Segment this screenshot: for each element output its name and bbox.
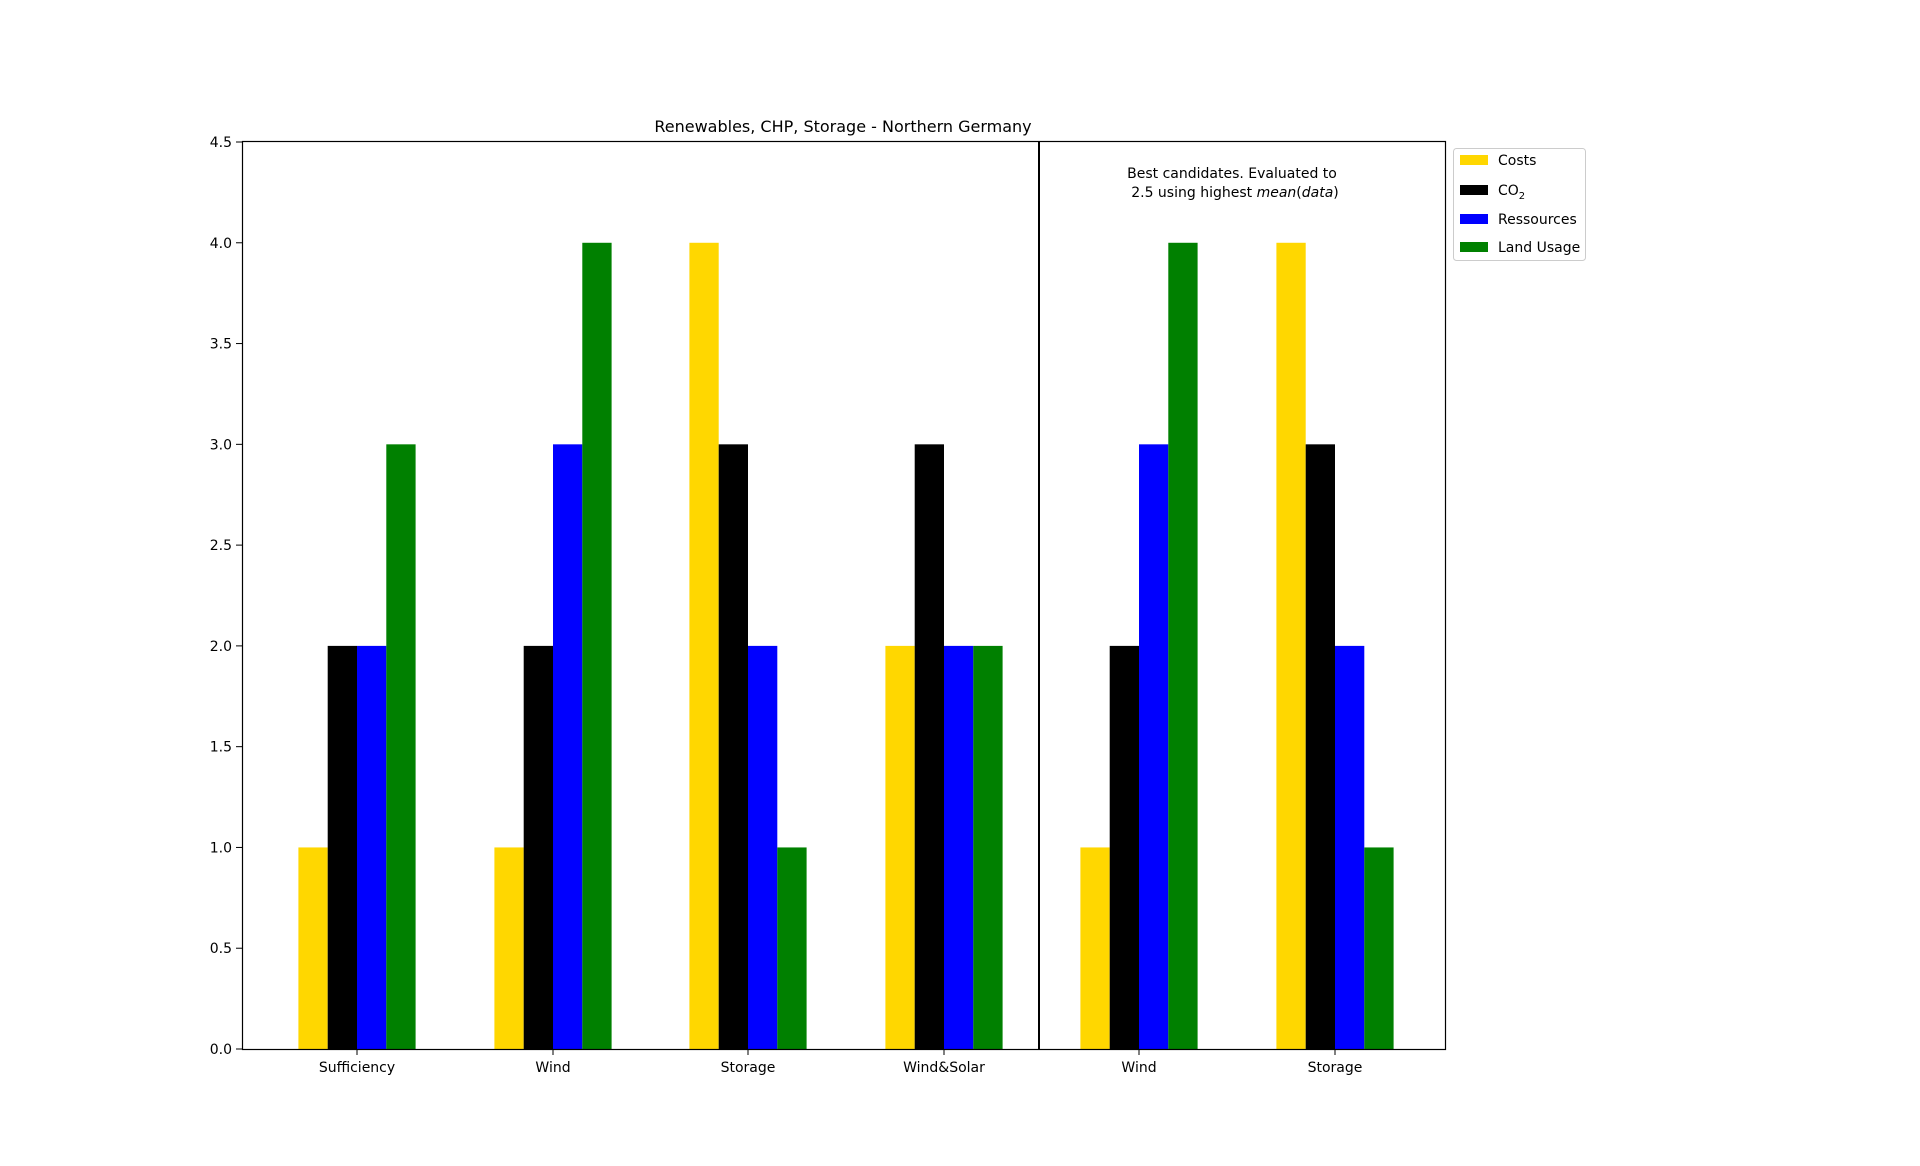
bar-land-usage-2 [777, 847, 807, 1049]
x-tick-label: Storage [721, 1060, 776, 1076]
x-tick-label: Wind [1121, 1060, 1156, 1076]
y-tick-label: 3.0 [210, 437, 232, 453]
legend: Costs CO2 Ressources Land Usage [1453, 148, 1586, 261]
bars-group [298, 242, 1394, 1050]
plot-frame [241, 140, 1447, 1051]
legend-label-land-usage: Land Usage [1498, 240, 1580, 256]
y-tick-label: 2.0 [210, 639, 232, 655]
legend-label-co2: CO2 [1498, 183, 1525, 202]
bar-ressources-0 [357, 645, 387, 1049]
x-tick-label: Wind&Solar [903, 1060, 985, 1076]
bar-costs-1 [494, 847, 524, 1049]
x-tick-label: Wind [535, 1060, 570, 1076]
bar-co-2 [718, 444, 748, 1050]
legend-swatch-land-usage [1460, 242, 1488, 252]
annotation: Best candidates. Evaluated to 2.5 using … [1127, 166, 1339, 201]
y-tick-label: 1.5 [210, 740, 232, 756]
legend-frame [1453, 148, 1586, 261]
bar-co-4 [1109, 645, 1139, 1049]
annotation-line-1: Best candidates. Evaluated to [1127, 166, 1337, 182]
y-tick-label: 3.5 [210, 337, 232, 353]
bar-land-usage-0 [386, 444, 416, 1050]
bar-co-5 [1305, 444, 1335, 1050]
bar-costs-5 [1276, 242, 1306, 1049]
bar-co-0 [327, 645, 357, 1049]
x-tick-label: Storage [1308, 1060, 1363, 1076]
bar-land-usage-4 [1168, 242, 1198, 1049]
annotation-line-2: 2.5 using highest mean(data) [1131, 185, 1339, 201]
x-tick-label: Sufficiency [319, 1060, 395, 1076]
y-axis: 0.0 0.5 1.0 1.5 2.0 2.5 3.0 3.5 4.0 4.5 [210, 135, 242, 1058]
bar-ressources-3 [944, 645, 974, 1049]
legend-swatch-costs [1460, 155, 1488, 165]
x-axis: Sufficiency Wind Storage Wind&Solar Wind Stor… [319, 1049, 1363, 1076]
y-tick-label: 2.5 [210, 538, 232, 554]
bar-costs-0 [298, 847, 328, 1049]
bar-ressources-2 [748, 645, 778, 1049]
legend-label-costs: Costs [1498, 153, 1536, 169]
y-tick-label: 1.0 [210, 840, 232, 856]
chart-title: Renewables, CHP, Storage - Northern Germ… [654, 117, 1031, 136]
bar-co-3 [914, 444, 944, 1050]
bar-ressources-1 [553, 444, 583, 1050]
legend-swatch-ressources [1460, 214, 1488, 224]
legend-label-ressources: Ressources [1498, 212, 1577, 228]
bar-ressources-4 [1139, 444, 1169, 1050]
y-tick-label: 4.5 [210, 135, 232, 151]
bar-co-1 [523, 645, 553, 1049]
bar-land-usage-5 [1364, 847, 1394, 1049]
y-tick-label: 0.0 [210, 1042, 232, 1058]
bar-costs-3 [885, 645, 915, 1049]
bar-land-usage-3 [973, 645, 1003, 1049]
bar-land-usage-1 [582, 242, 612, 1049]
legend-swatch-co2 [1460, 185, 1488, 195]
bar-costs-2 [689, 242, 719, 1049]
bar-ressources-5 [1335, 645, 1365, 1049]
bar-costs-4 [1080, 847, 1110, 1049]
y-tick-label: 0.5 [210, 941, 232, 957]
y-tick-label: 4.0 [210, 236, 232, 252]
